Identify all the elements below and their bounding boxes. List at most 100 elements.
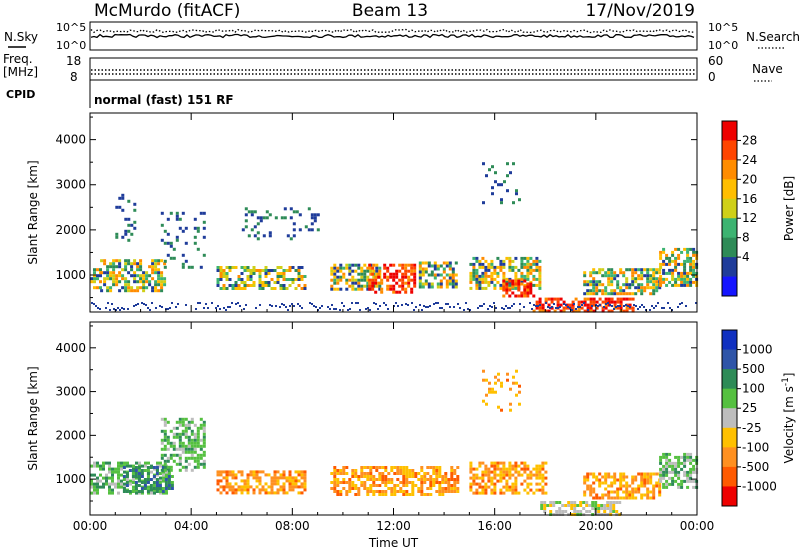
echo-cell	[202, 253, 206, 257]
echo-cell	[405, 478, 409, 481]
echo-cell	[529, 268, 533, 272]
echo-cell	[565, 303, 569, 307]
echo-cell	[616, 306, 620, 310]
echo-cell	[202, 438, 206, 442]
echo-cell	[181, 429, 185, 433]
echo-cell	[130, 286, 134, 290]
echo-cell	[485, 174, 488, 178]
echo-cell	[222, 470, 226, 474]
echo-cell	[520, 291, 524, 295]
echo-cell	[276, 470, 280, 474]
echo-cell	[450, 478, 454, 481]
echo-cell	[368, 278, 372, 282]
echo-cell	[348, 269, 352, 273]
echo-cell	[592, 292, 596, 296]
echo-cell	[520, 271, 524, 275]
echo-cell	[689, 256, 693, 260]
echo-cell	[514, 470, 518, 474]
echo-cell	[396, 478, 400, 481]
echo-cell	[413, 269, 417, 273]
echo-cell	[354, 475, 358, 478]
echo-cell	[631, 271, 635, 275]
echo-cell	[283, 216, 287, 220]
echo-cell	[610, 297, 614, 301]
echo-cell	[202, 226, 206, 230]
echo-cell	[378, 266, 382, 270]
echo-cell	[111, 303, 113, 305]
echo-cell	[592, 490, 596, 494]
echo-cell	[351, 281, 355, 285]
velocity-echoes	[90, 369, 699, 516]
echo-cell	[646, 493, 650, 497]
echo-cell	[366, 287, 370, 291]
echo-cell	[190, 417, 194, 421]
echo-cell	[237, 287, 241, 290]
echo-cell	[640, 271, 644, 275]
echo-cell	[505, 470, 509, 474]
echo-cell	[136, 268, 140, 272]
echo-cell	[366, 284, 370, 288]
echo-cell	[538, 306, 542, 310]
echo-cell	[616, 286, 620, 290]
echo-cell	[181, 465, 185, 469]
echo-cell	[141, 302, 143, 304]
echo-cell	[181, 229, 185, 233]
echo-cell	[91, 302, 93, 304]
echo-cell	[181, 423, 185, 427]
echo-cell	[511, 482, 515, 486]
echo-cell	[404, 281, 408, 285]
echo-cell	[508, 473, 512, 477]
echo-cell	[628, 292, 632, 296]
echo-cell	[413, 309, 415, 311]
echo-cell	[120, 464, 123, 468]
echo-cell	[511, 488, 515, 492]
echo-cell	[181, 420, 185, 424]
echo-cell	[646, 286, 650, 290]
echo-cell	[629, 306, 631, 308]
echo-cell	[493, 485, 497, 489]
echo-cell	[354, 269, 358, 273]
echo-cell	[252, 281, 256, 284]
echo-cell	[103, 277, 107, 281]
echo-cell	[526, 282, 530, 286]
echo-cell	[692, 250, 696, 254]
echo-cell	[178, 441, 182, 445]
echo-cell	[274, 216, 278, 220]
echo-cell	[438, 487, 442, 490]
echo-cell	[686, 247, 690, 251]
echo-cell	[418, 264, 422, 268]
echo-cell	[671, 271, 675, 275]
echo-cell	[640, 283, 644, 287]
echo-cell	[564, 504, 568, 507]
echo-cell	[425, 306, 427, 308]
echo-cell	[427, 282, 431, 286]
echo-cell	[401, 263, 405, 267]
echo-cell	[123, 482, 126, 486]
echo-cell	[187, 435, 191, 439]
echo-cell	[132, 464, 135, 468]
echo-cell	[429, 484, 433, 487]
echo-cell	[310, 216, 314, 220]
x-tick-label: 16:00	[477, 519, 512, 533]
echo-cell	[526, 464, 530, 468]
echo-cell	[529, 288, 533, 292]
echo-cell	[175, 238, 179, 242]
echo-cell	[589, 271, 593, 275]
echo-cell	[390, 466, 394, 469]
echo-cell	[363, 481, 367, 484]
echo-cell	[448, 267, 452, 271]
echo-cell	[418, 273, 422, 277]
echo-cell	[402, 484, 406, 487]
echo-cell	[520, 262, 524, 266]
echo-cell	[610, 274, 614, 278]
x-tick-label: 00:00	[73, 519, 108, 533]
echo-cell	[225, 272, 229, 275]
echo-cell	[523, 288, 527, 292]
echo-cell	[333, 472, 337, 475]
echo-cell	[502, 473, 506, 477]
echo-cell	[441, 493, 445, 496]
echo-cell	[637, 274, 641, 278]
echo-cell	[369, 269, 373, 273]
echo-cell	[437, 302, 439, 304]
